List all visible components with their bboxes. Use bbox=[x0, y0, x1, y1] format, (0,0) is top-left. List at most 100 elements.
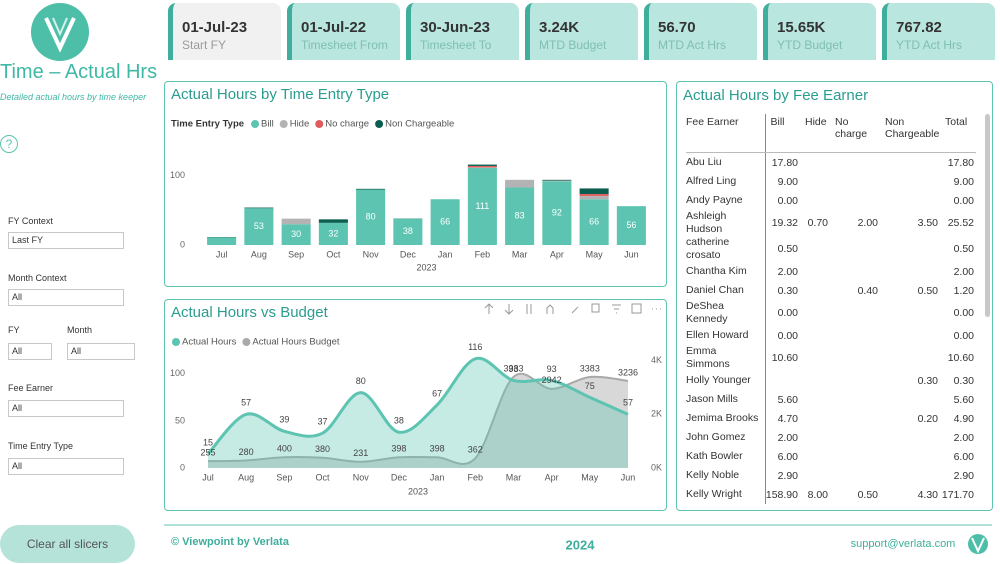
kpi-card: 01-Jul-23 Start FY bbox=[168, 3, 281, 60]
x-tick-label: Apr bbox=[550, 249, 564, 259]
row-label: Ellen Howard bbox=[686, 326, 766, 345]
bar-segment bbox=[318, 219, 348, 223]
x-tick-label: Aug bbox=[251, 249, 267, 259]
column-header: Hide bbox=[800, 114, 830, 153]
table-cell: 6.00 bbox=[777, 450, 798, 463]
column-header: Fee Earner bbox=[686, 114, 766, 153]
bar-segment bbox=[579, 188, 609, 194]
y-tick-label: 100 bbox=[170, 170, 185, 180]
slicer-dropdown[interactable]: All bbox=[8, 458, 124, 475]
bar-segment bbox=[356, 189, 386, 245]
kpi-card: 15.65K YTD Budget bbox=[763, 3, 876, 60]
x-tick-label: Sep bbox=[276, 472, 292, 482]
data-label: 53 bbox=[254, 221, 264, 231]
table-row: Jason Mills 5.60 5.60 bbox=[686, 390, 976, 409]
table-cell: 9.00 bbox=[953, 175, 974, 188]
clear-slicers-button[interactable]: Clear all slicers bbox=[0, 525, 135, 563]
kpi-label: YTD Act Hrs bbox=[896, 38, 963, 52]
slicer-label: Month bbox=[67, 325, 93, 335]
table-cell: 0.00 bbox=[953, 329, 974, 342]
legend-label: Bill bbox=[261, 119, 274, 130]
table-scroll: Fee Earner Bill Hide No charge Non Chargeabl… bbox=[686, 114, 980, 504]
table-cell: 25.52 bbox=[947, 217, 974, 229]
slicer-dropdown[interactable]: All bbox=[8, 343, 52, 360]
scrollbar[interactable] bbox=[985, 114, 990, 317]
kpi-value: 01-Jul-22 bbox=[301, 19, 367, 36]
data-label: 38 bbox=[394, 416, 404, 426]
row-label: Ashleigh Hudson bbox=[686, 210, 766, 236]
table-cell: 4.90 bbox=[953, 412, 974, 425]
data-label: 3383 bbox=[503, 363, 523, 373]
kpi-label: YTD Budget bbox=[777, 38, 843, 52]
legend-swatch bbox=[279, 120, 288, 128]
chart-title: Actual Hours vs Budget bbox=[171, 304, 329, 321]
slicer-dropdown[interactable]: All bbox=[67, 343, 135, 360]
help-button[interactable]: ? bbox=[0, 135, 18, 153]
x-tick-label: Feb bbox=[468, 472, 484, 482]
legend-label: No charge bbox=[325, 119, 369, 130]
row-label: catherine crosato bbox=[686, 236, 766, 262]
slicer-dropdown[interactable]: Last FY bbox=[8, 232, 124, 249]
row-label: Jemima Brooks bbox=[686, 409, 766, 428]
table-cell: 2.00 bbox=[857, 217, 878, 229]
data-label: 67 bbox=[432, 388, 442, 398]
row-label: Emma Simmons bbox=[686, 345, 766, 371]
x-tick-label: Nov bbox=[353, 472, 370, 482]
table-cell: 2.00 bbox=[953, 265, 974, 278]
area bbox=[208, 373, 628, 468]
table-cell: 0.40 bbox=[857, 284, 878, 297]
x-group-label: 2023 bbox=[416, 262, 436, 272]
table-row: Kelly Wright 158.90 8.00 0.50 4.30 171.70 bbox=[686, 485, 976, 504]
x-tick-label: Oct bbox=[326, 249, 341, 259]
slicer-dropdown[interactable]: All bbox=[8, 289, 124, 306]
slicer-value: All bbox=[12, 292, 23, 302]
data-label: 280 bbox=[239, 447, 254, 457]
x-tick-label: Jun bbox=[624, 249, 639, 259]
kpi-card: 30-Jun-23 Timesheet To bbox=[406, 3, 519, 60]
data-label: 57 bbox=[623, 398, 633, 408]
legend-title: Time Entry Type bbox=[171, 119, 244, 130]
table-row: Kelly Noble 2.90 2.90 bbox=[686, 466, 976, 485]
line bbox=[206, 356, 629, 455]
footer-email[interactable]: support@verlata.com bbox=[851, 538, 956, 550]
bar-segment bbox=[505, 179, 535, 188]
row-label: Daniel Chan bbox=[686, 281, 766, 300]
bar-segment bbox=[244, 208, 274, 245]
table-cell: 17.80 bbox=[771, 156, 798, 169]
column-header: Non Chargeable bbox=[880, 114, 940, 153]
x-tick-label: Mar bbox=[506, 472, 522, 482]
table-header-row: Fee Earner Bill Hide No charge Non Chargeabl… bbox=[686, 114, 976, 153]
data-label: 83 bbox=[515, 211, 525, 221]
slicer-label: Fee Earner bbox=[8, 383, 54, 393]
data-label: 37 bbox=[318, 417, 328, 427]
table-cell: 6.00 bbox=[953, 450, 974, 463]
slicer-dropdown[interactable]: All bbox=[8, 400, 124, 417]
y-tick-label: 0 bbox=[180, 462, 185, 472]
table-row: Kath Bowler 6.00 6.00 bbox=[686, 447, 976, 466]
chart-panel bbox=[164, 299, 667, 511]
bar-segment bbox=[356, 188, 386, 190]
data-label: 362 bbox=[468, 445, 483, 455]
data-label: 93 bbox=[508, 364, 518, 374]
table-cell: 10.60 bbox=[771, 352, 798, 364]
visual-toolbar[interactable] bbox=[484, 303, 661, 315]
legend-swatch bbox=[242, 338, 251, 346]
data-label: 56 bbox=[626, 220, 636, 230]
data-label: 398 bbox=[391, 444, 406, 454]
data-label: 3236 bbox=[618, 367, 638, 377]
table-row: Chantha Kim 2.00 2.00 bbox=[686, 262, 976, 281]
table-row: Alfred Ling 9.00 9.00 bbox=[686, 172, 976, 191]
table-cell: 3.50 bbox=[917, 217, 938, 229]
table-row: Ashleigh Hudson 19.32 0.70 2.00 3.50 25.52 bbox=[686, 210, 976, 236]
row-label: Kath Bowler bbox=[686, 447, 766, 466]
slicer-value: All bbox=[12, 461, 23, 471]
footer-year: 2024 bbox=[566, 537, 596, 552]
kpi-value: 56.70 bbox=[658, 19, 696, 36]
legend-swatch bbox=[251, 120, 260, 128]
bar-segment bbox=[393, 218, 423, 245]
data-label: 38 bbox=[403, 226, 413, 236]
table-cell: 4.30 bbox=[917, 488, 938, 501]
table-cell: 0.00 bbox=[777, 194, 798, 207]
bar-segment bbox=[505, 187, 535, 245]
row-label: Holly Younger bbox=[686, 371, 766, 390]
